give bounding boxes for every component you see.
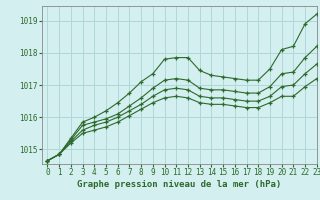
X-axis label: Graphe pression niveau de la mer (hPa): Graphe pression niveau de la mer (hPa) xyxy=(77,180,281,189)
